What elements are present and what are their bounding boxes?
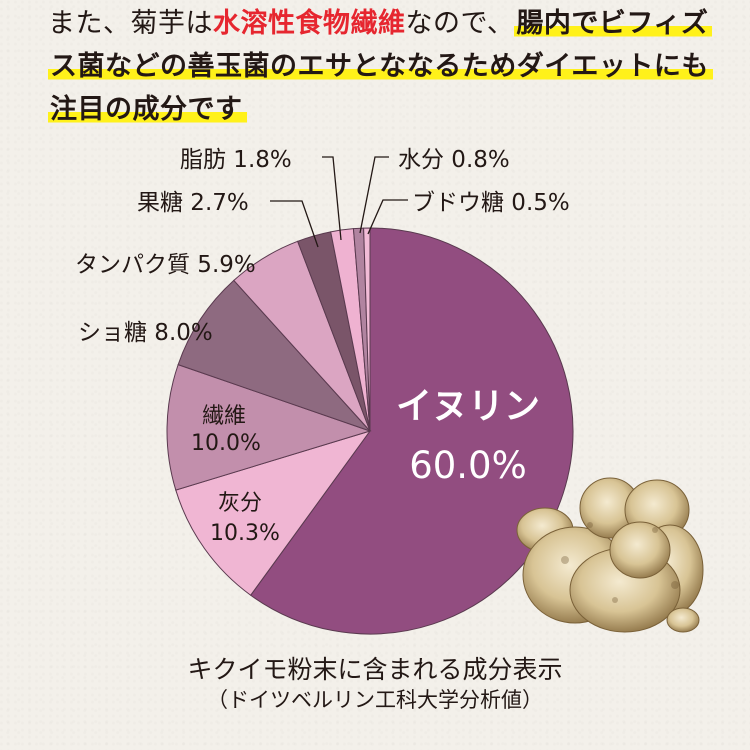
intro-text-highlight: 腸内でビフィズ <box>514 8 713 39</box>
intro-text-highlight: ス菌などの善玉菌のエサとななるためダイエットにも <box>48 51 713 82</box>
pie-slice <box>166 364 372 491</box>
label-sucrose: ショ糖 8.0% <box>78 320 213 346</box>
pie-slices <box>166 227 574 635</box>
label-fat: 脂肪 1.8% <box>180 147 292 173</box>
label-fiber-value: 10.0% <box>191 431 261 456</box>
jerusalem-artichoke-image <box>516 477 704 633</box>
label-fiber-name: 繊維 <box>202 404 246 429</box>
intro-line-2: ス菌などの善玉菌のエサとななるためダイエットにも <box>48 45 728 88</box>
intro-line-1: また、菊芋は水溶性食物繊維なので、腸内でビフィズ <box>48 2 728 45</box>
pie-slice <box>175 430 372 596</box>
chart-title: キクイモ粉末に含まれる成分表示 <box>187 655 563 684</box>
label-inulin-value: 60.0% <box>409 444 527 487</box>
intro-line-3: 注目の成分です <box>48 88 728 131</box>
pie-slice <box>249 227 574 635</box>
leader-line-water <box>359 156 389 234</box>
label-water: 水分 0.8% <box>398 147 510 173</box>
intro-text: また、菊芋は水溶性食物繊維なので、腸内でビフィズ ス菌などの善玉菌のエサとななる… <box>48 2 728 131</box>
chart-source: （ドイツベルリン工科大学分析値） <box>207 688 543 712</box>
intro-text-emphasis-red: 水溶性食物繊維 <box>213 8 406 39</box>
leader-line-glucose <box>367 199 408 235</box>
label-ash-name: 灰分 <box>218 491 262 516</box>
leader-line-fat <box>322 156 342 241</box>
intro-text-plain: また、菊芋は <box>48 8 213 39</box>
label-fructose: 果糖 2.7% <box>137 190 249 216</box>
leader-line-fructose <box>270 200 319 248</box>
pie-slice <box>177 279 371 432</box>
label-protein: タンパク質 5.9% <box>75 252 256 278</box>
label-glucose: ブドウ糖 0.5% <box>412 190 570 216</box>
label-inulin-name: イヌリン <box>396 386 540 427</box>
intro-text-highlight: 注目の成分です <box>48 94 247 125</box>
leader-lines <box>270 156 408 248</box>
label-ash-value: 10.3% <box>210 521 280 546</box>
intro-text-plain: なので、 <box>405 8 515 39</box>
